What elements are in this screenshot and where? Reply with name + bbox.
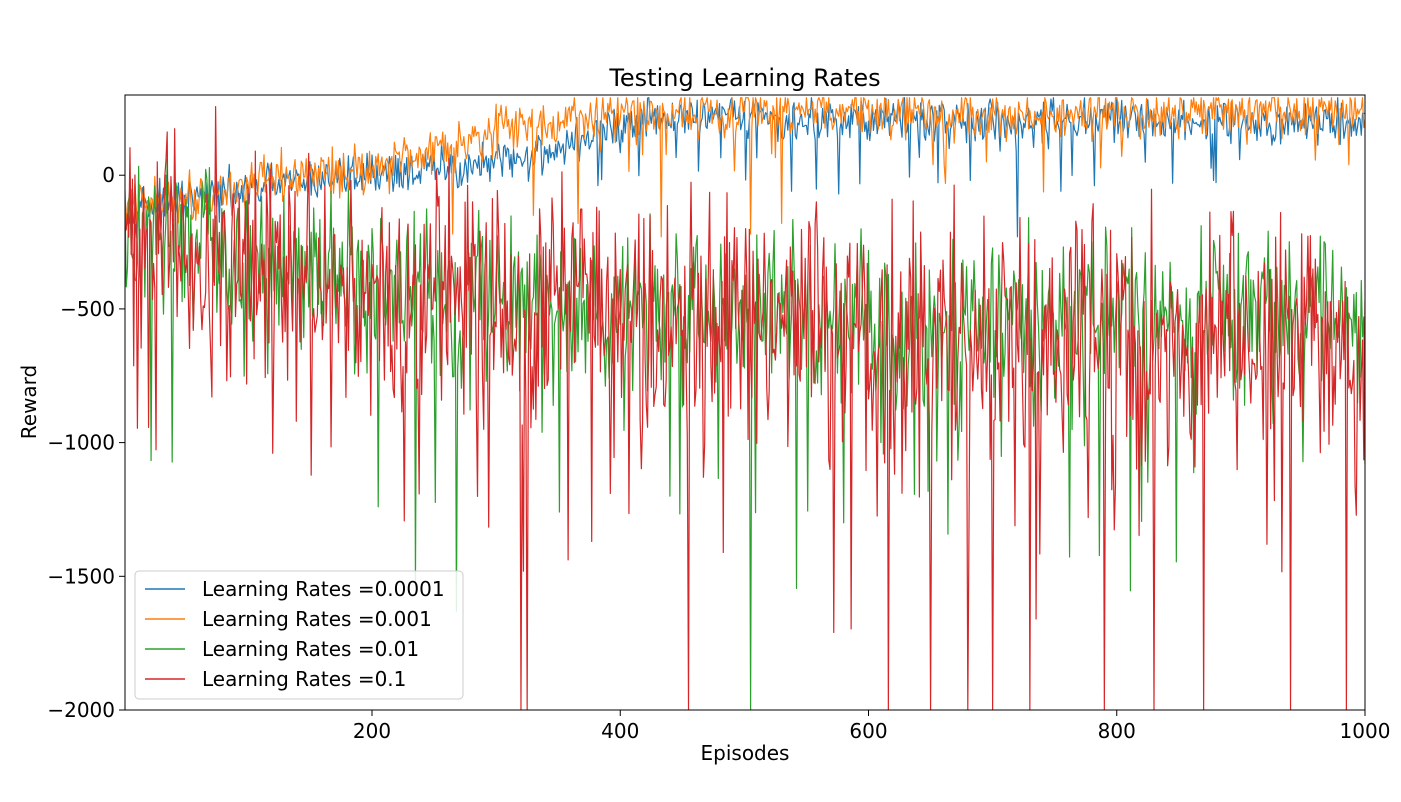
legend-label: Learning Rates =0.001 <box>202 607 432 631</box>
y-tick-label: −2000 <box>47 698 115 722</box>
legend-label: Learning Rates =0.1 <box>202 667 406 691</box>
series-line-3 <box>125 158 1365 710</box>
series-line-4 <box>125 105 1365 710</box>
y-axis-ticks: 0 −500 −1000 −1500 −2000 <box>47 163 125 722</box>
legend: Learning Rates =0.0001 Learning Rates =0.… <box>134 570 464 700</box>
chart-title: Testing Learning Rates <box>608 64 880 92</box>
x-tick-label: 800 <box>1098 719 1136 743</box>
plot-lines <box>125 97 1365 710</box>
legend-box <box>134 570 464 700</box>
x-tick-label: 400 <box>601 719 639 743</box>
y-tick-label: 0 <box>102 163 115 187</box>
x-tick-label: 1000 <box>1340 719 1391 743</box>
y-tick-label: −500 <box>60 297 115 321</box>
x-axis-label: Episodes <box>701 741 790 765</box>
plot-frame <box>124 94 1366 711</box>
y-axis-label: Reward <box>17 365 41 439</box>
y-tick-label: −1500 <box>47 564 115 588</box>
x-tick-label: 600 <box>849 719 887 743</box>
legend-label: Learning Rates =0.01 <box>202 637 419 661</box>
legend-label: Learning Rates =0.0001 <box>202 577 445 601</box>
series-line-2 <box>125 97 1365 238</box>
x-axis-ticks: 200 400 600 800 1000 <box>353 710 1391 743</box>
x-tick-label: 200 <box>353 719 391 743</box>
y-tick-label: −1000 <box>47 431 115 455</box>
